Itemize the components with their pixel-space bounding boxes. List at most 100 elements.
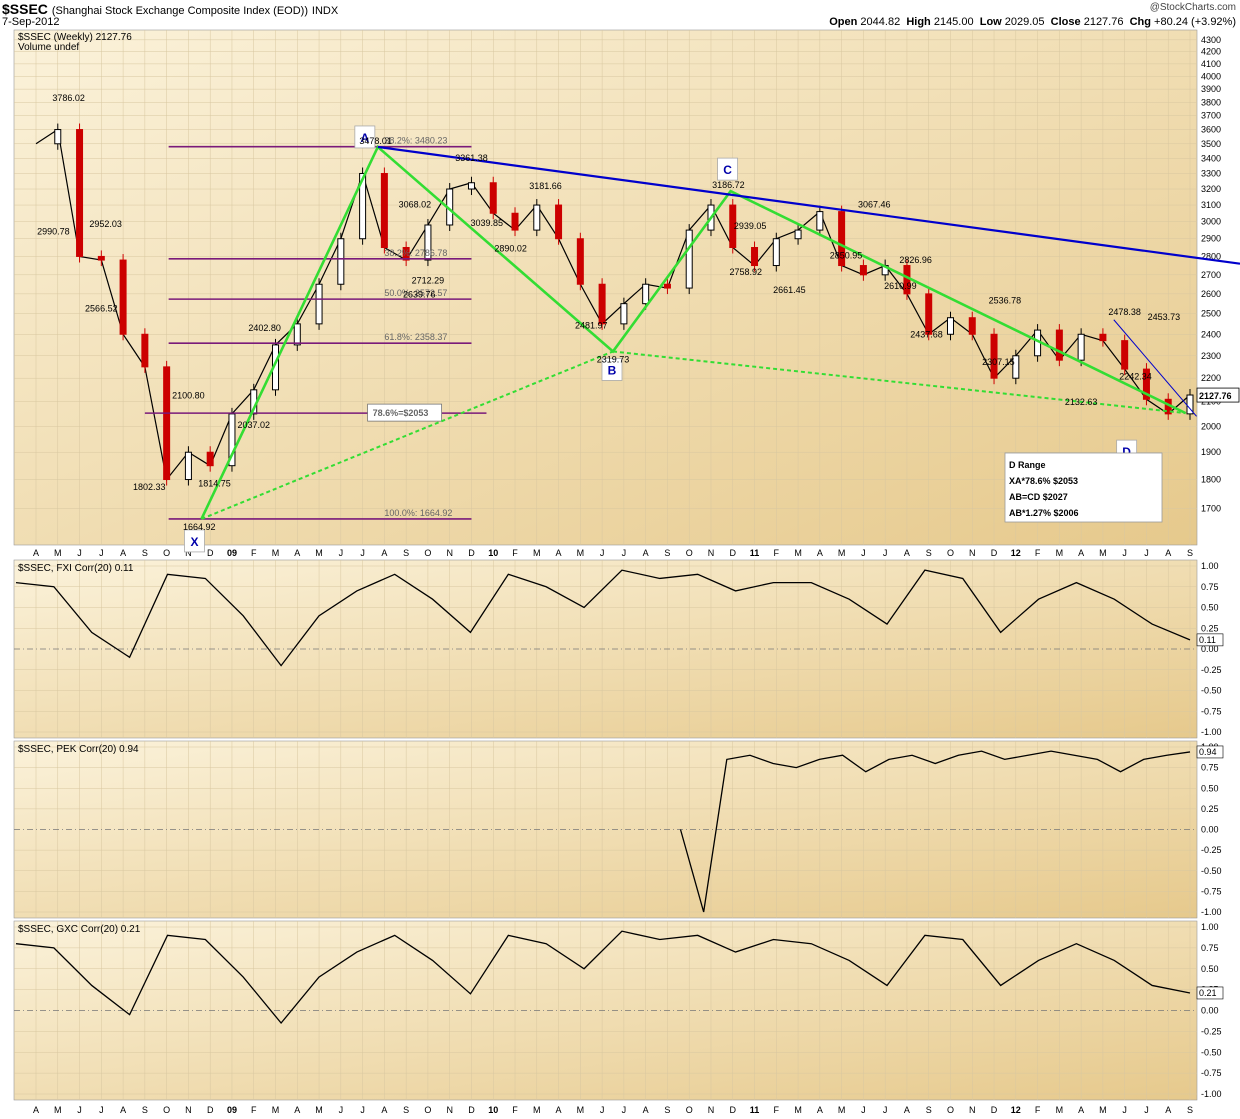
price-annotation: 3067.46 [858,199,891,209]
y-tick-label: 0.00 [1201,644,1219,654]
x-tick-label: J [99,1105,104,1115]
gxc-last-label: 0.21 [1199,988,1217,998]
pek-panel-title: $SSEC, PEK Corr(20) 0.94 [18,744,139,755]
candle-body [380,172,388,249]
x-tick-label: 12 [1011,548,1021,558]
candle-body [293,323,301,346]
y-tick-label: 4000 [1201,71,1221,81]
y-tick-label: -1.00 [1201,907,1222,917]
x-tick-label: 10 [488,1105,498,1115]
y-tick-label: -0.75 [1201,886,1222,896]
x-tick-label: S [1187,548,1193,558]
x-tick-label: J [339,1105,344,1115]
candle-body [816,211,824,231]
pek-corr-line [679,750,1191,913]
x-tick-label: 11 [750,1105,760,1115]
x-tick-label: N [969,548,976,558]
y-tick-label: 1800 [1201,475,1221,485]
x-tick-label: A [120,548,126,558]
candle-body [1055,329,1063,361]
pattern-point-label: B [608,363,617,377]
pattern-point-box [354,125,376,149]
x-tick-label: A [1165,1105,1171,1115]
y-tick-label: 3000 [1201,217,1221,227]
y-tick-label: 3100 [1201,200,1221,210]
y-tick-label: 2800 [1201,251,1221,261]
price-annotation: 2100.80 [172,391,205,401]
fxi-last-tag [1196,633,1224,647]
x-tick-label: S [664,548,670,558]
price-annotation: 2758.92 [730,267,763,277]
price-annotation: 2132.63 [1065,397,1098,407]
x-tick-label: A [33,1105,39,1115]
x-tick-label: O [686,1105,693,1115]
x-tick-label: J [99,548,104,558]
y-tick-label: -0.25 [1201,665,1222,675]
pattern-point-box [601,358,623,381]
x-tick-label: D [730,1105,737,1115]
x-tick-label: F [251,1105,257,1115]
x-tick-label: A [381,548,387,558]
price-annotation: 2712.29 [412,276,445,286]
short-trend-line [1113,319,1197,417]
gxc-panel-title: $SSEC, GXC Corr(20) 0.21 [18,924,141,935]
y-tick-label: -0.75 [1201,1068,1222,1078]
x-tick-label: M [794,548,802,558]
x-tick-label: M [272,548,280,558]
y-tick-label: 0.50 [1201,603,1219,613]
candle-body [119,259,127,335]
fib-786-label-box [367,403,443,422]
x-tick-label: A [294,548,300,558]
price-annotation: 3068.02 [399,199,432,209]
stockcharts-logo: @StockCharts.com [1149,2,1236,13]
x-tick-label: A [904,1105,910,1115]
price-annotation: 2939.05 [734,221,767,231]
y-tick-label: 3200 [1201,184,1221,194]
x-tick-label: A [904,548,910,558]
x-tick-label: A [1165,548,1171,558]
x-tick-label: D [468,548,475,558]
candle-body [925,293,933,335]
candle-body [1186,394,1194,415]
x-tick-label: M [315,1105,323,1115]
y-tick-label: -0.75 [1201,706,1222,716]
chart-header: $SSEC (Shanghai Stock Exchange Composite… [0,0,1240,30]
y-tick-label: -0.25 [1201,1026,1222,1036]
x-tick-label: J [622,1105,627,1115]
x-tick-label: J [861,548,866,558]
pattern-point-label: C [723,163,732,177]
x-tick-label: M [577,548,585,558]
y-tick-label: 3700 [1201,111,1221,121]
x-tick-label: N [185,548,192,558]
price-annotation: 3186.72 [712,180,745,190]
x-tick-label: A [556,1105,562,1115]
candle-body [1142,368,1150,400]
y-tick-label: 2200 [1201,373,1221,383]
y-tick-label: 4100 [1201,59,1221,69]
x-tick-label: J [339,548,344,558]
x-tick-label: A [817,548,823,558]
trend-line [377,145,1240,265]
gxc-last-tag [1196,986,1224,1000]
x-tick-label: M [1099,1105,1107,1115]
x-tick-label: O [163,548,170,558]
x-tick-label: J [883,1105,888,1115]
price-annotation: 1814.75 [198,479,231,489]
price-annotation: 1802.33 [133,482,166,492]
x-tick-label: A [556,548,562,558]
y-tick-label: 0.50 [1201,783,1219,793]
price-annotation: 2481.97 [575,321,608,331]
y-tick-label: -0.50 [1201,1047,1222,1057]
y-tick-label: 0.75 [1201,763,1219,773]
candle-body [772,238,780,267]
y-tick-label: -0.50 [1201,866,1222,876]
x-tick-label: N [969,1105,976,1115]
x-tick-label: A [294,1105,300,1115]
candle-body [642,283,650,305]
x-tick-label: S [403,1105,409,1115]
fib-level-label: 38.2%: 3480.23 [384,136,447,146]
candle-body [990,333,998,379]
d-range-line: AB*1.27% $2006 [1009,508,1079,518]
last-price-label: 2127.76 [1199,391,1232,401]
y-tick-label: 2000 [1201,421,1221,431]
